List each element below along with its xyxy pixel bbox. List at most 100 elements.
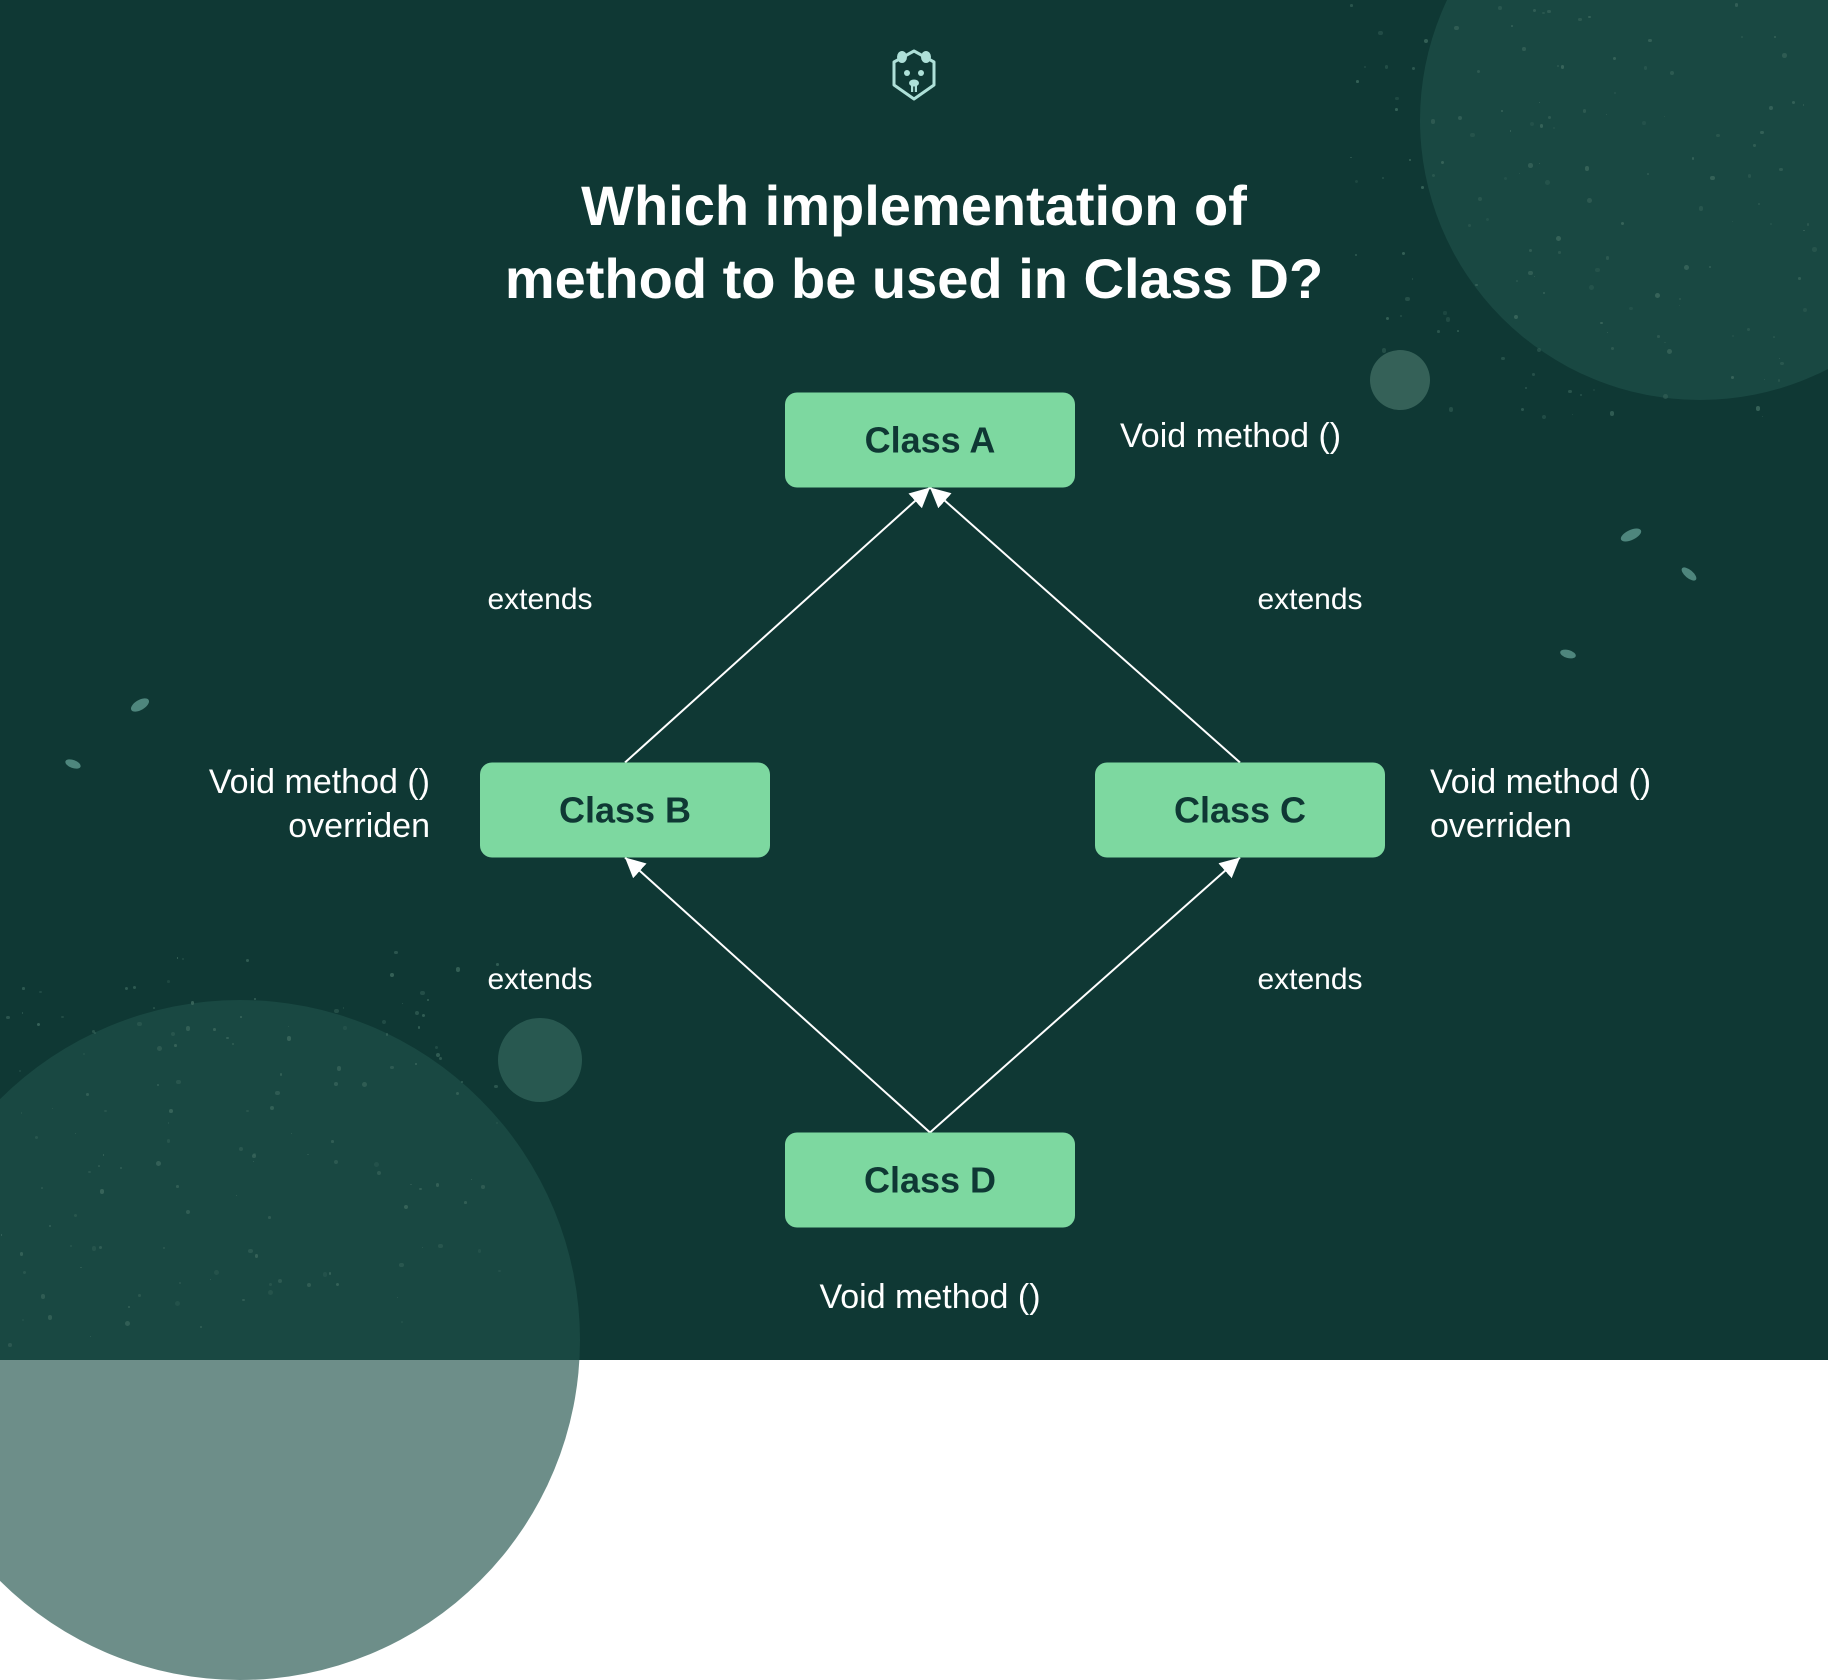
- class-node-b: Class B: [480, 763, 770, 858]
- class-node-c: Class C: [1095, 763, 1385, 858]
- bg-speck: [1385, 65, 1388, 68]
- edge-label: extends: [1257, 583, 1362, 617]
- bg-speck: [1735, 3, 1739, 7]
- node-label: Class D: [864, 1159, 996, 1201]
- bg-speck: [1528, 271, 1532, 275]
- bg-speck: [1405, 297, 1410, 302]
- edge-line: [625, 488, 930, 763]
- bg-speck: [427, 999, 429, 1001]
- bg-speck: [1443, 311, 1446, 314]
- edge-label: extends: [487, 583, 592, 617]
- bg-speck: [1525, 387, 1527, 389]
- bg-speck: [418, 1026, 421, 1029]
- bg-speck: [1400, 315, 1402, 317]
- diagram-canvas: Which implementation of method to be use…: [0, 0, 1828, 1360]
- bg-speck: [1629, 307, 1633, 311]
- bg-speck: [39, 991, 41, 993]
- bg-speck: [1710, 176, 1715, 181]
- bg-speck: [1748, 174, 1751, 177]
- bg-speck: [401, 1321, 403, 1323]
- bg-speck: [1454, 26, 1458, 30]
- bg-speck: [1537, 348, 1541, 352]
- bg-speck: [1355, 254, 1357, 256]
- node-label: Class B: [559, 789, 691, 831]
- bg-speck: [1431, 119, 1435, 123]
- bg-speck: [1779, 168, 1782, 171]
- bg-circle: [1370, 350, 1430, 410]
- bg-speck: [390, 973, 394, 977]
- bg-speck: [377, 1171, 381, 1175]
- bg-speck: [1741, 36, 1743, 38]
- bg-speck: [1553, 127, 1555, 129]
- bg-speck: [1540, 124, 1543, 127]
- annotation: Void method () overriden: [1430, 760, 1651, 848]
- bg-speck: [402, 1003, 403, 1004]
- edge-line: [625, 858, 930, 1133]
- bg-speck: [41, 1187, 43, 1189]
- bg-speck: [1679, 305, 1680, 306]
- bg-speck: [415, 1011, 419, 1015]
- bg-speck: [331, 1140, 334, 1143]
- bg-speck: [1778, 379, 1781, 382]
- bg-speck: [1449, 407, 1454, 412]
- bg-speck: [214, 1270, 219, 1275]
- bg-speck: [269, 1283, 272, 1286]
- bg-speck: [37, 1023, 40, 1026]
- bg-speck: [456, 967, 460, 971]
- bg-speck: [1803, 308, 1807, 312]
- bg-speck: [343, 1007, 345, 1009]
- bg-speck: [1545, 180, 1550, 185]
- bg-speck: [415, 1063, 416, 1064]
- class-node-d: Class D: [785, 1133, 1075, 1228]
- bg-speck: [1421, 186, 1424, 189]
- bg-speck: [1610, 411, 1614, 415]
- bg-speck: [153, 1007, 155, 1009]
- bg-speck: [1395, 108, 1398, 111]
- bg-speck: [1580, 394, 1582, 396]
- bg-speck: [1364, 66, 1366, 68]
- bg-speck: [100, 1189, 104, 1193]
- edge-label: extends: [1257, 963, 1362, 997]
- bg-speck: [175, 1301, 180, 1306]
- bg-speck: [1386, 317, 1389, 320]
- bg-speck: [1762, 416, 1763, 417]
- bg-speck: [242, 1299, 244, 1301]
- bg-speck: [1792, 101, 1795, 104]
- bg-speck: [1600, 322, 1602, 324]
- bg-speck: [1619, 526, 1643, 544]
- bg-speck: [191, 1001, 194, 1004]
- bg-speck: [1521, 408, 1524, 411]
- bg-speck: [1583, 109, 1586, 112]
- bg-speck: [481, 1185, 484, 1188]
- bg-speck: [1593, 389, 1595, 391]
- bg-speck: [1568, 390, 1572, 394]
- bg-speck: [1468, 224, 1471, 227]
- bg-speck: [1516, 280, 1518, 282]
- bg-speck: [128, 1306, 130, 1308]
- annotation: Void method (): [819, 1275, 1040, 1319]
- bg-speck: [323, 1272, 328, 1277]
- bg-speck: [177, 957, 179, 959]
- bg-speck: [1350, 4, 1353, 7]
- bg-speck: [1680, 565, 1699, 583]
- bg-speck: [1402, 252, 1405, 255]
- bg-circle: [498, 1018, 582, 1102]
- bg-speck: [1378, 31, 1383, 36]
- annotation: Void method () overriden: [209, 760, 430, 848]
- bg-speck: [1613, 57, 1616, 60]
- bg-speck: [103, 1154, 104, 1155]
- edge-label: extends: [487, 963, 592, 997]
- bg-speck: [1350, 157, 1352, 159]
- bg-speck: [125, 1321, 130, 1326]
- bg-speck: [1457, 330, 1459, 332]
- bg-speck: [22, 1012, 23, 1013]
- bg-speck: [1663, 394, 1668, 399]
- bg-speck: [1543, 292, 1544, 293]
- bg-speck: [1559, 648, 1577, 660]
- bg-speck: [1611, 347, 1614, 350]
- bg-speck: [1412, 67, 1415, 70]
- bg-speck: [1514, 315, 1518, 319]
- bg-speck: [1486, 218, 1489, 221]
- bg-speck: [1770, 223, 1772, 225]
- bg-speck: [22, 987, 25, 990]
